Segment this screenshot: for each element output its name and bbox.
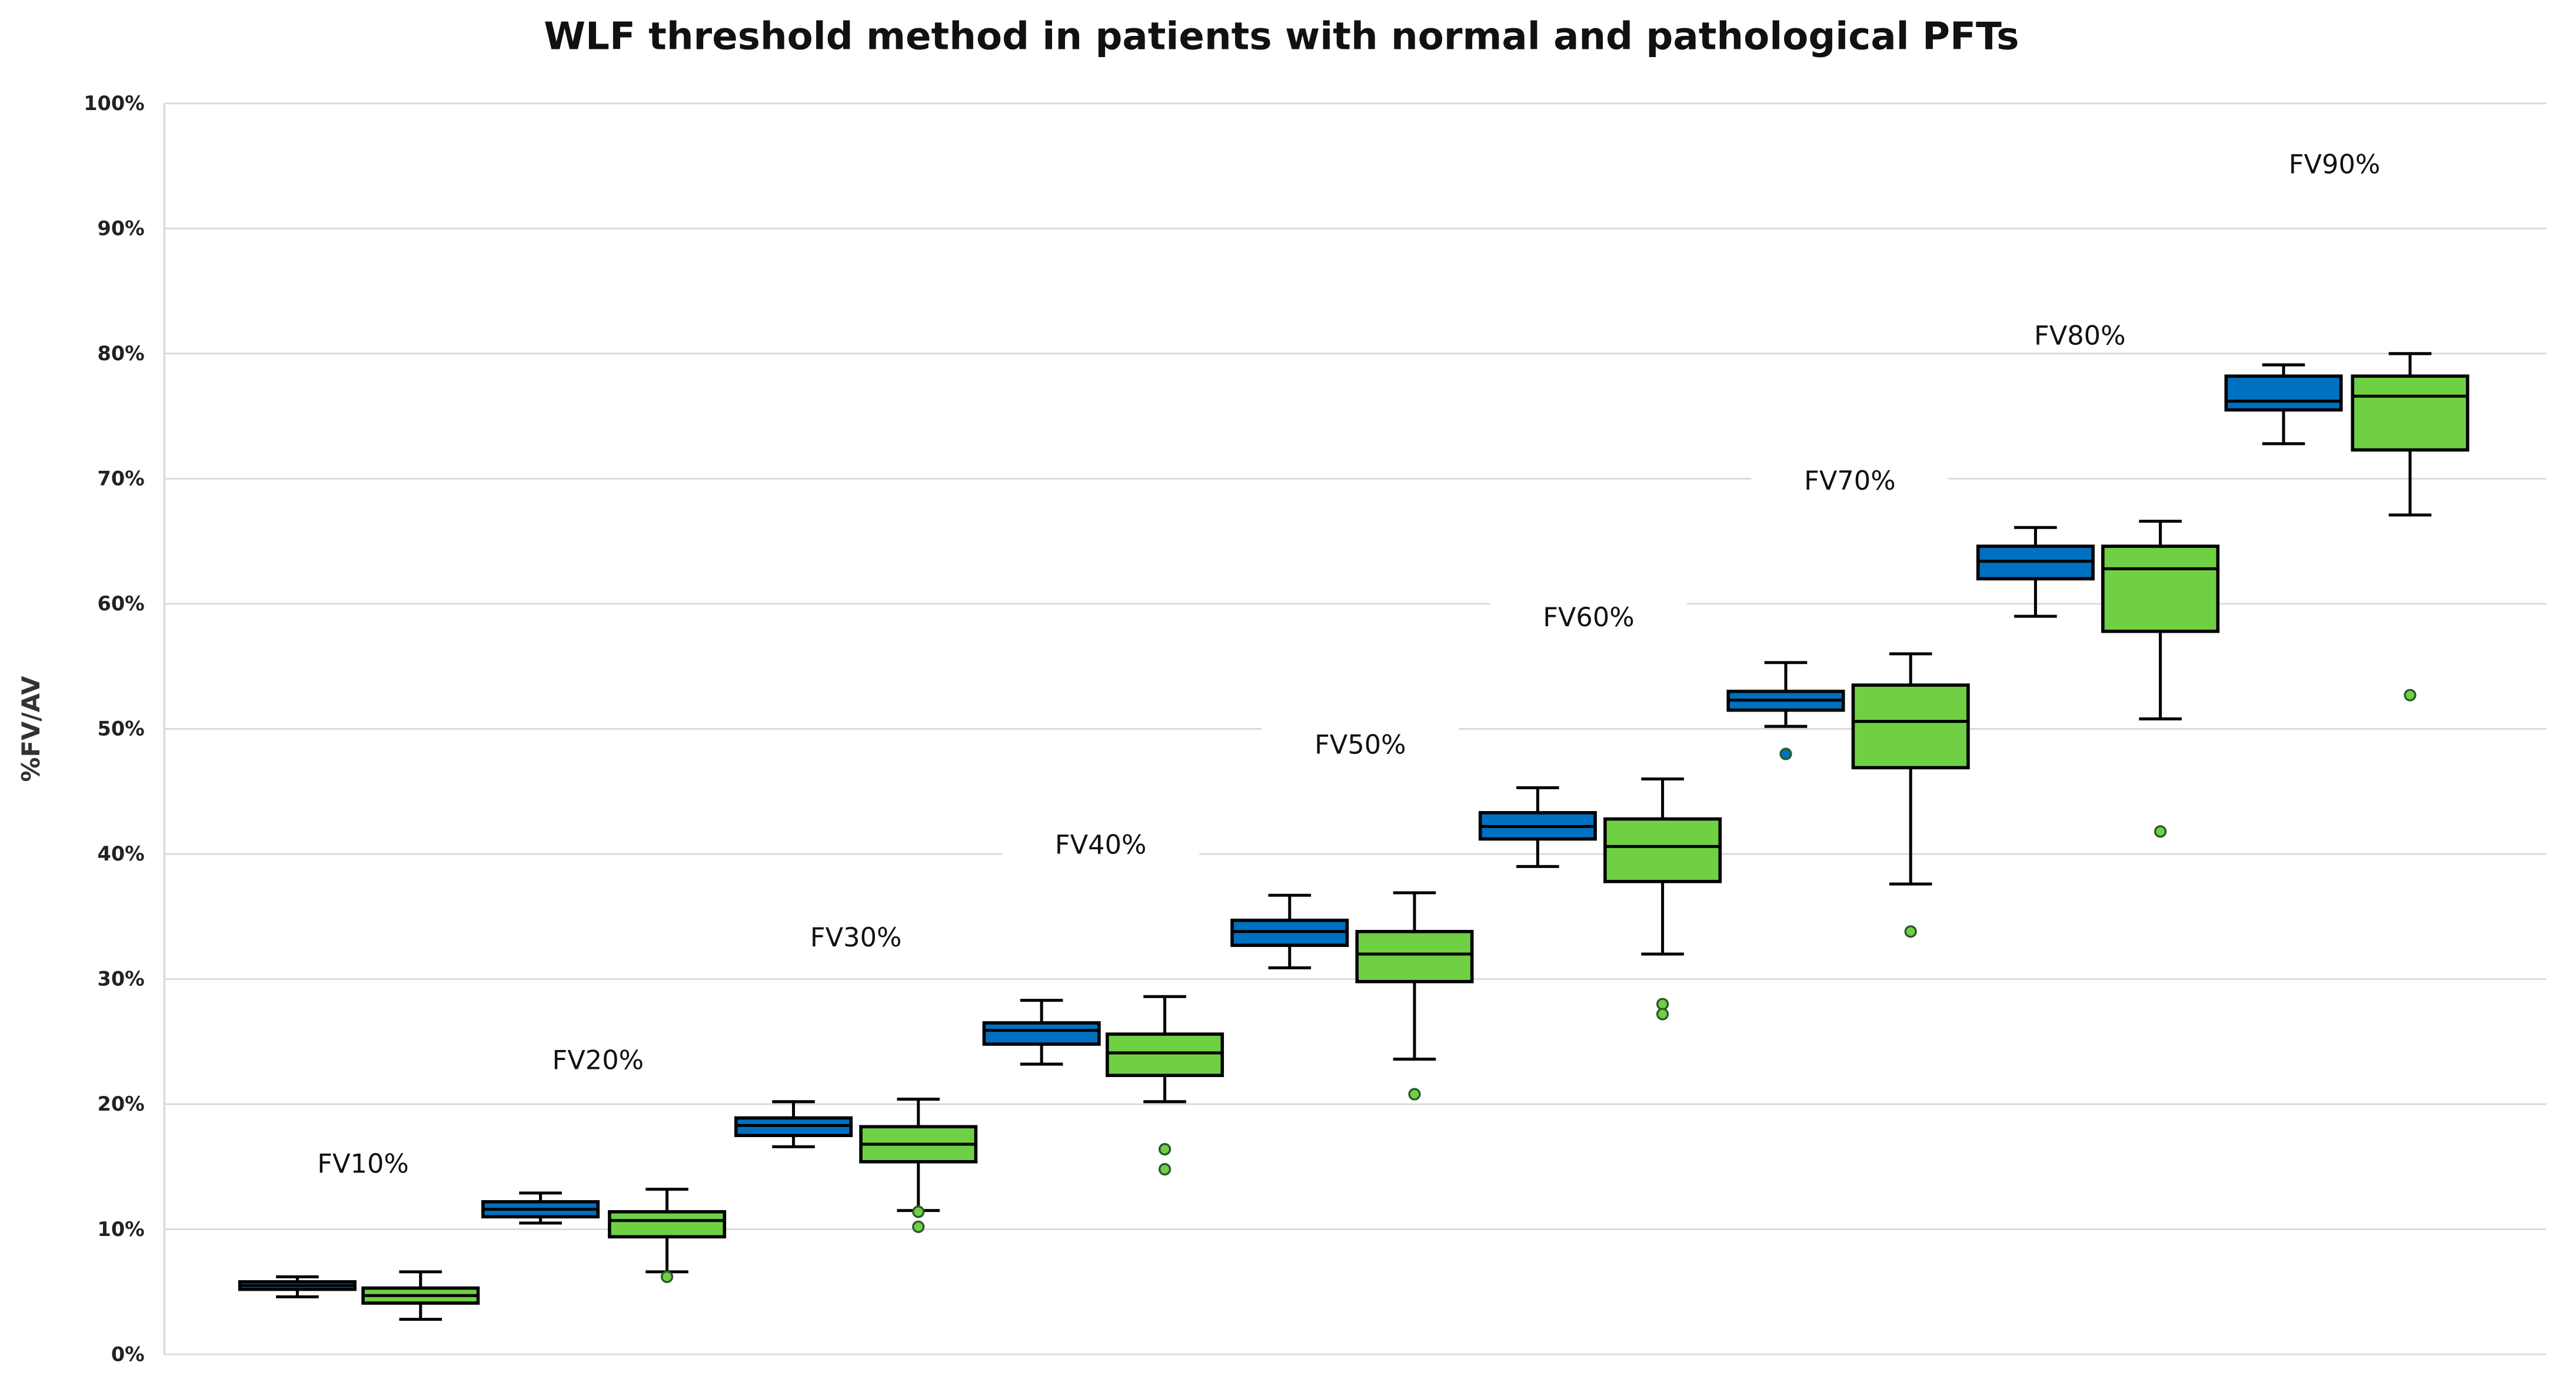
box-normal: [1478, 786, 1597, 868]
box-normal: [481, 1191, 600, 1225]
box-pathological: [1603, 777, 1722, 1021]
box-normal: [1230, 893, 1349, 969]
category-label: FV90%: [2289, 149, 2381, 180]
chart-title: WLF threshold method in patients with no…: [544, 15, 2019, 59]
category-label: FV10%: [317, 1149, 409, 1179]
iqr-box: [2101, 544, 2220, 633]
y-tick-label: 70%: [98, 467, 145, 490]
category-label-background: [499, 1036, 697, 1072]
box-normal: [238, 1275, 357, 1298]
y-tick-label: 40%: [98, 842, 145, 865]
category-label: FV80%: [2034, 321, 2126, 351]
category-label: FV70%: [1804, 466, 1896, 496]
y-axis-ticks: 0% 10% 20% 30% 40% 50% 60% 70% 80% 90% 100%: [84, 92, 144, 1365]
outlier-point: [1158, 1142, 1171, 1156]
box-pathological: [608, 1188, 727, 1283]
box-pathological: [1355, 891, 1474, 1101]
outlier-point: [660, 1270, 674, 1283]
y-tick-label: 80%: [98, 342, 145, 365]
y-axis-label: %FV/AV: [16, 676, 45, 782]
category-label-background: [2236, 140, 2434, 177]
outlier-point: [912, 1205, 925, 1218]
category-label: FV60%: [1543, 602, 1635, 633]
category-labels: FV10% FV20% FV30% FV40% FV50% FV60% FV70% FV80%…: [264, 140, 2434, 1179]
box-pathological: [859, 1098, 978, 1233]
category-label: FV30%: [810, 922, 902, 953]
outlier-point: [1904, 925, 1917, 938]
category-label-background: [1490, 593, 1688, 630]
category-label-background: [1262, 720, 1459, 757]
category-label-background: [1002, 820, 1200, 858]
y-tick-label: 30%: [98, 968, 145, 991]
category-label: FV50%: [1314, 730, 1406, 760]
outlier-point: [1158, 1162, 1171, 1176]
iqr-box: [1851, 683, 1970, 770]
y-tick-label: 10%: [98, 1218, 145, 1241]
box-pathological: [1106, 995, 1224, 1176]
iqr-box: [2224, 374, 2343, 412]
outlier-point: [1779, 747, 1792, 760]
boxes: [238, 352, 2470, 1321]
outlier-point: [2404, 689, 2417, 702]
box-pathological: [1851, 652, 1970, 938]
iqr-box: [2351, 374, 2470, 452]
y-tick-label: 50%: [98, 717, 145, 740]
iqr-box: [1355, 929, 1474, 983]
outlier-point: [2154, 825, 2167, 838]
y-tick-label: 60%: [98, 592, 145, 615]
category-label: FV40%: [1055, 830, 1147, 860]
iqr-box: [982, 1021, 1101, 1046]
category-label-background: [1981, 311, 2179, 348]
outlier-point: [912, 1220, 925, 1233]
box-pathological: [2351, 352, 2470, 702]
box-normal: [2224, 363, 2343, 446]
y-tick-label: 20%: [98, 1092, 145, 1115]
box-normal: [982, 999, 1101, 1066]
category-label-background: [264, 1139, 462, 1177]
outlier-point: [1656, 1008, 1669, 1021]
iqr-box: [1106, 1032, 1224, 1077]
outlier-point: [1408, 1088, 1421, 1101]
iqr-box: [608, 1210, 727, 1239]
y-tick-label: 100%: [84, 92, 144, 115]
y-tick-label: 0%: [111, 1343, 145, 1365]
iqr-box: [1603, 817, 1722, 883]
box-pathological: [2101, 520, 2220, 838]
y-tick-label: 90%: [98, 217, 145, 240]
category-label-background: [757, 913, 955, 950]
category-label: FV20%: [553, 1045, 644, 1075]
box-normal: [734, 1100, 853, 1148]
box-pathological: [361, 1270, 480, 1321]
category-label-background: [1751, 457, 1949, 493]
box-normal: [1726, 661, 1845, 760]
outlier-point: [1656, 998, 1669, 1011]
box-normal: [1976, 526, 2095, 618]
